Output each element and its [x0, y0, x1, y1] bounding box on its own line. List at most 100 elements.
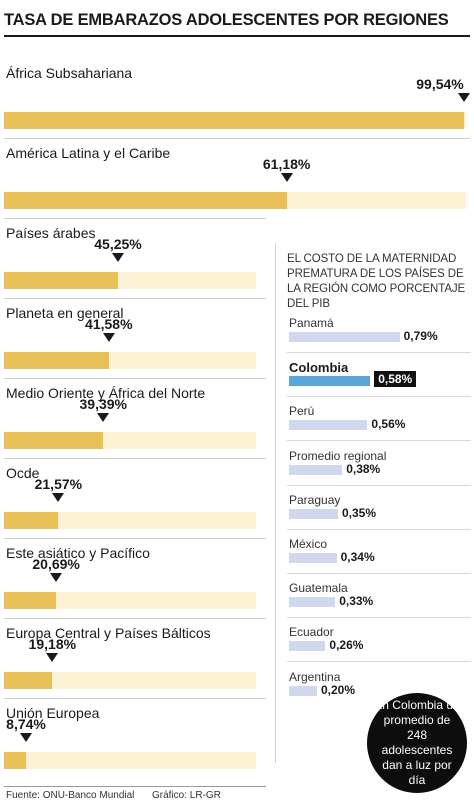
cost-bar [289, 553, 337, 563]
region-bar-track [4, 192, 466, 209]
cost-country-label: Ecuador [289, 625, 334, 640]
region-value-label: 45,25% [94, 236, 142, 252]
cost-value-label: 0,56% [371, 417, 406, 432]
region-separator [4, 218, 266, 219]
cost-value-label: 0,38% [346, 461, 381, 476]
cost-separator [287, 573, 471, 574]
cost-row: Guatemala 0,33% [287, 581, 471, 623]
cost-row: Perú 0,56% [287, 404, 471, 446]
cost-country-label: México [289, 537, 328, 551]
region-label: Este asiático y Pacífico [6, 545, 150, 561]
region-separator [4, 618, 266, 619]
cost-row: Colombia 0,58% [287, 360, 471, 402]
region-bar [4, 672, 53, 689]
cost-bar [289, 641, 326, 652]
region-separator [4, 138, 470, 139]
cost-country-label: Paraguay [289, 492, 341, 507]
cost-bar [289, 332, 400, 342]
region-separator [4, 298, 266, 299]
region-separator [4, 698, 266, 699]
region-bar-track [4, 272, 256, 289]
region-label: Ocde [6, 465, 40, 481]
cost-value-label: 0,33% [339, 594, 374, 609]
cost-bar [289, 508, 338, 519]
cost-row: Argentina 0,20% [287, 670, 471, 712]
cost-separator [287, 396, 471, 398]
region-value-label: 21,57% [34, 476, 83, 492]
pointer-icon [102, 333, 115, 342]
region-bar-track [4, 672, 256, 689]
region-value-label: 19,18% [28, 636, 77, 652]
region-bar [4, 192, 287, 209]
pointer-icon [50, 573, 63, 582]
cost-bar [289, 420, 368, 431]
cost-value-label: 0,35% [342, 505, 377, 520]
pointer-icon [97, 413, 110, 422]
cost-value-label: 0,58% [374, 371, 417, 388]
credit-note: Gráfico: LR-GR [152, 790, 221, 801]
region-label: África Subsahariana [6, 65, 133, 81]
cost-panel-title: EL COSTO DE LA MATERNIDAD PREMATURA DE L… [287, 253, 466, 310]
region-label: Planeta en general [6, 305, 124, 321]
cost-value-label: 0,20% [321, 682, 356, 697]
region-value-label: 41,58% [85, 316, 133, 332]
region-bar [4, 512, 59, 529]
region-value-label: 39,39% [79, 396, 127, 412]
region-bar-track [4, 512, 256, 529]
cost-country-label: Panamá [289, 316, 334, 330]
cost-separator [287, 617, 471, 619]
cost-country-label: Argentina [289, 669, 341, 684]
cost-separator [287, 484, 471, 486]
cost-bar [289, 597, 336, 608]
cost-country-label: Promedio regional [289, 448, 387, 463]
cost-value-label: 0,34% [340, 550, 375, 564]
pointer-icon [112, 253, 125, 262]
pointer-icon [46, 653, 59, 662]
region-label: Europa Central y Países Bálticos [6, 625, 211, 641]
region-bar-track [4, 112, 466, 129]
region-bar-track [4, 352, 256, 369]
region-bar [4, 352, 109, 369]
pointer-icon [457, 93, 470, 102]
cost-bar [289, 464, 343, 475]
region-label: Medio Oriente y África del Norte [6, 385, 206, 401]
cost-row: Promedio regional 0,38% [287, 449, 471, 491]
pointer-icon [280, 173, 293, 182]
region-label: Países árabes [6, 225, 96, 241]
cost-separator [287, 528, 471, 530]
cost-row: Ecuador 0,26% [287, 625, 471, 667]
cost-row: Paraguay 0,35% [287, 493, 471, 535]
title-rule [4, 35, 470, 37]
cost-separator [287, 440, 471, 442]
fact-bubble: En Colombia un promedio de 248 adolescen… [367, 693, 467, 793]
region-value-label: 61,18% [262, 156, 311, 172]
region-bar-track [4, 432, 256, 449]
footer-rule [4, 786, 266, 787]
region-bar [4, 432, 104, 449]
chart-title: TASA DE EMBARAZOS ADOLESCENTES POR REGIO… [4, 10, 449, 29]
fact-bubble-text: En Colombia un promedio de 248 adolescen… [374, 698, 460, 787]
cost-separator [287, 661, 471, 663]
region-separator [4, 458, 266, 459]
pointer-icon [20, 733, 33, 742]
region-separator [4, 538, 266, 539]
region-separator [4, 378, 266, 379]
cost-value-label: 0,26% [329, 638, 364, 653]
cost-bar [289, 685, 317, 696]
region-bar [4, 272, 119, 289]
region-bar [4, 112, 464, 129]
region-bar [4, 592, 57, 609]
cost-country-label: Guatemala [289, 581, 348, 596]
region-bar [4, 752, 27, 769]
region-label: América Latina y el Caribe [6, 145, 171, 161]
cost-country-label: Perú [289, 404, 315, 419]
cost-country-label: Colombia [289, 360, 349, 376]
cost-bar [289, 376, 371, 387]
panel-divider [275, 243, 276, 763]
source-note: Fuente: ONU-Banco Mundial [6, 790, 135, 801]
cost-row: México 0,34% [287, 537, 471, 579]
region-bar-track [4, 752, 256, 769]
region-value-label: 8,74% [6, 716, 46, 732]
cost-value-label: 0,79% [403, 329, 438, 343]
pointer-icon [52, 493, 65, 502]
